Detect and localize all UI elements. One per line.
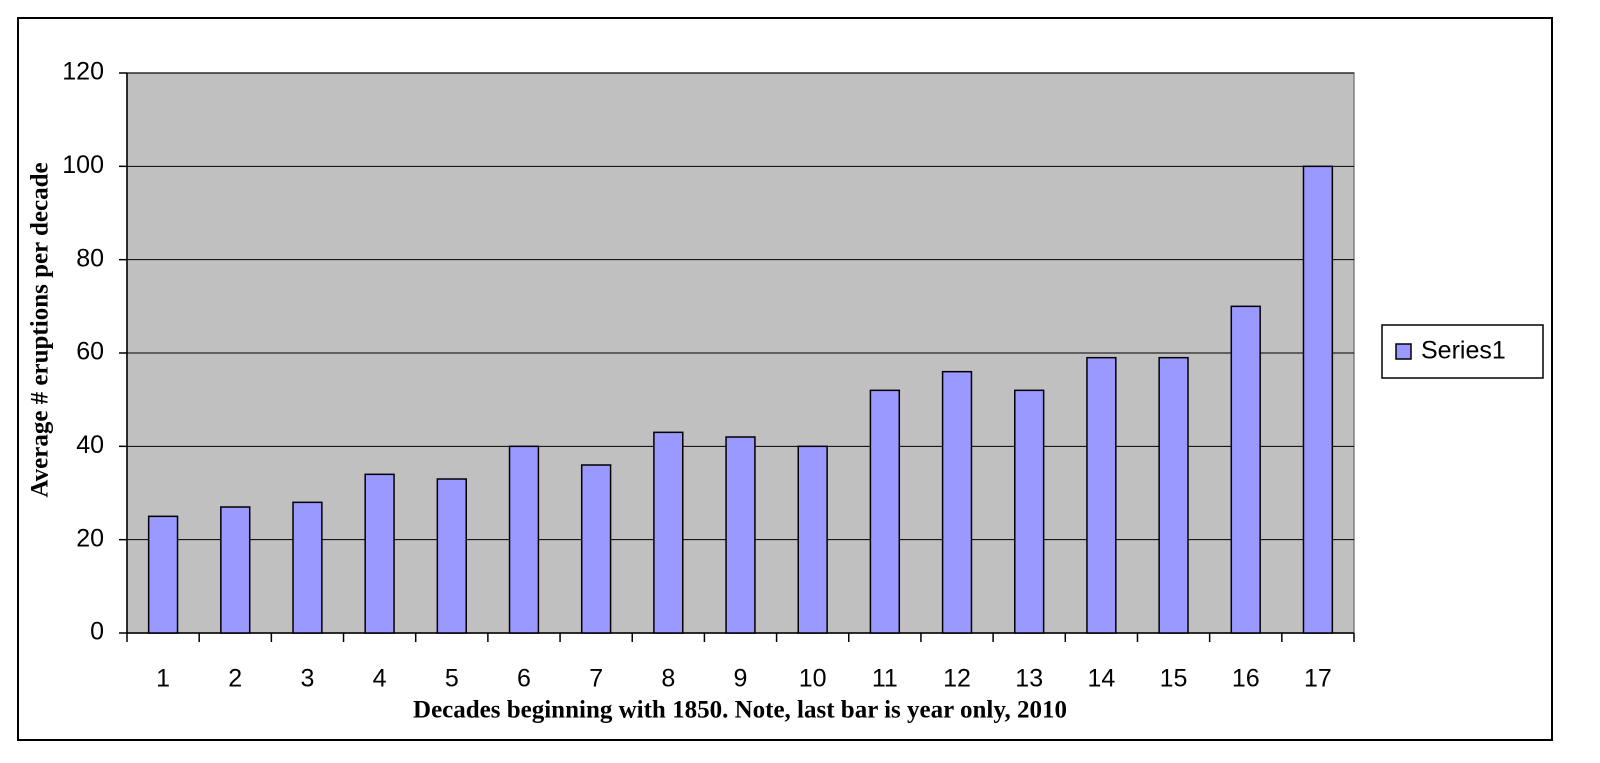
x-tick-label: 16 xyxy=(1232,665,1260,693)
x-tick-label: 2 xyxy=(228,665,242,693)
x-tick-label: 14 xyxy=(1087,665,1115,693)
bar xyxy=(1014,389,1045,634)
x-tick-label: 11 xyxy=(872,665,898,693)
bar xyxy=(797,445,828,634)
legend-label: Series1 xyxy=(1421,337,1506,365)
y-tick-label: 60 xyxy=(76,338,104,366)
x-tick-label: 9 xyxy=(734,665,748,693)
x-tick-label: 8 xyxy=(661,665,675,693)
x-tick-label: 5 xyxy=(445,665,459,693)
bar xyxy=(1158,356,1189,634)
y-tick-label: 120 xyxy=(62,58,104,86)
bar xyxy=(292,501,323,634)
y-tick-label: 80 xyxy=(76,244,104,272)
bar xyxy=(653,431,684,634)
y-tick-label: 0 xyxy=(90,618,104,646)
bar xyxy=(364,473,395,634)
x-tick-label: 1 xyxy=(156,665,170,693)
x-axis-label: Decades beginning with 1850. Note, last … xyxy=(413,697,1067,724)
bar xyxy=(436,478,467,634)
x-tick-label: 13 xyxy=(1015,665,1043,693)
y-tick-label: 40 xyxy=(76,431,104,459)
x-tick-label: 10 xyxy=(799,665,827,693)
x-tick-label: 3 xyxy=(300,665,314,693)
x-tick-label: 15 xyxy=(1160,665,1188,693)
y-tick-label: 100 xyxy=(62,151,104,179)
bar xyxy=(220,506,251,634)
x-tick-label: 17 xyxy=(1304,665,1332,693)
bar xyxy=(725,436,756,634)
bar xyxy=(1230,305,1261,634)
bar xyxy=(1086,356,1117,634)
bar xyxy=(147,515,179,634)
bar xyxy=(508,445,540,634)
bar xyxy=(869,389,901,634)
bar xyxy=(941,370,973,634)
x-tick-label: 12 xyxy=(943,665,971,693)
y-axis-label: Average # eruptions per decade xyxy=(27,162,54,497)
x-tick-label: 4 xyxy=(373,665,387,693)
bar xyxy=(580,464,612,634)
legend-swatch xyxy=(1395,343,1412,360)
x-tick-label: 7 xyxy=(589,665,603,693)
y-tick-label: 20 xyxy=(76,524,104,552)
bar xyxy=(1302,165,1334,634)
x-tick-label: 6 xyxy=(517,665,531,693)
